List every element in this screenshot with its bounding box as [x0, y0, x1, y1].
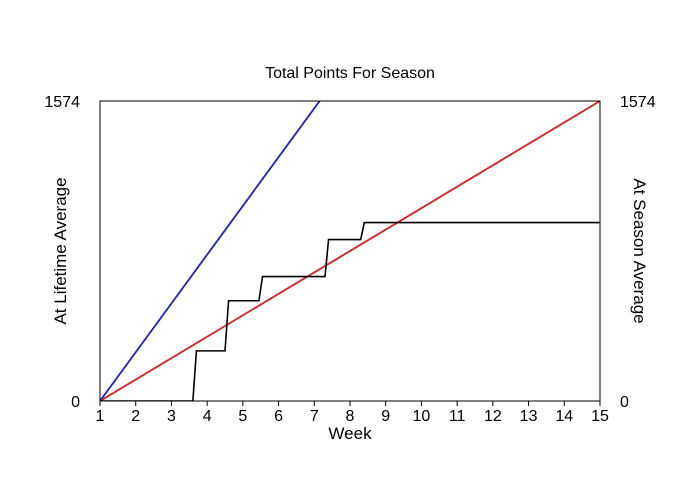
y-axis-left: 0 1574 — [44, 94, 80, 411]
series-line-lifetime — [100, 101, 321, 401]
x-tick-label: 14 — [555, 408, 573, 425]
x-tick-label: 3 — [167, 408, 176, 425]
y-tick-label-right: 1574 — [620, 94, 656, 111]
x-axis-label: Week — [328, 424, 372, 443]
x-axis: 1 2 3 4 5 6 7 8 9 10 11 12 13 14 15 — [96, 401, 609, 425]
x-tick-label: 12 — [484, 408, 502, 425]
y-axis-right: 0 1574 — [620, 94, 656, 411]
y-tick-label-right: 0 — [620, 394, 629, 411]
x-tick-label: 2 — [131, 408, 140, 425]
y-axis-label-left: At Lifetime Average — [51, 177, 70, 324]
x-tick-label: 11 — [449, 408, 466, 425]
x-tick-label: 6 — [274, 408, 283, 425]
x-tick-label: 9 — [381, 408, 390, 425]
y-tick-label-left: 0 — [71, 394, 80, 411]
series-line-actual — [100, 221, 600, 401]
x-tick-label: 13 — [520, 408, 538, 425]
x-tick-label: 10 — [413, 408, 431, 425]
x-tick-label: 8 — [346, 408, 355, 425]
x-tick-label: 4 — [203, 408, 212, 425]
y-tick-label-left: 1574 — [44, 94, 80, 111]
x-tick-label: 7 — [310, 408, 319, 425]
series-layer — [100, 101, 600, 401]
chart-title: Total Points For Season — [265, 65, 435, 82]
series-line-season — [100, 101, 600, 401]
y-axis-label-right: At Season Average — [630, 178, 649, 323]
x-tick-label: 15 — [591, 408, 609, 425]
x-tick-label: 5 — [238, 408, 247, 425]
x-tick-label: 1 — [96, 408, 105, 425]
